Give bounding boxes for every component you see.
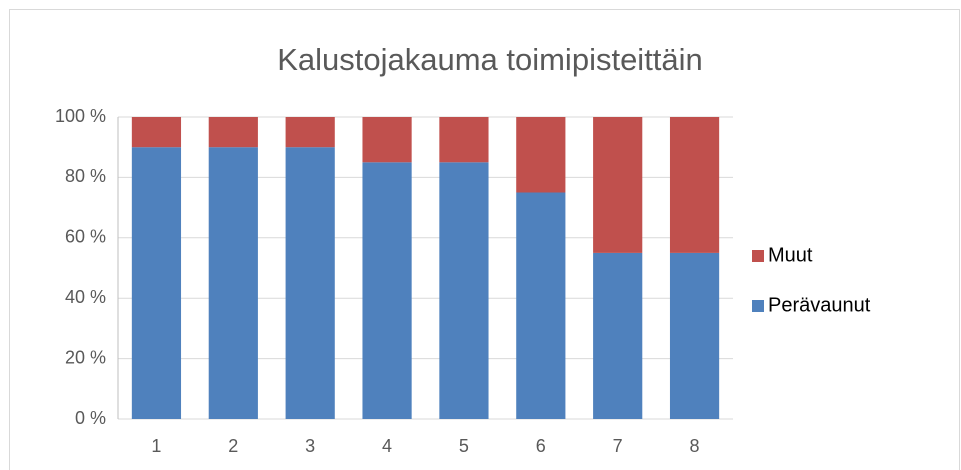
- bar-segment: [362, 117, 412, 163]
- bar-segment: [285, 147, 335, 419]
- bar-segment: [208, 117, 258, 148]
- x-tick-label: 2: [228, 436, 238, 456]
- bar-segment: [439, 117, 489, 163]
- x-tick-label: 7: [613, 436, 623, 456]
- x-tick-label: 6: [536, 436, 546, 456]
- bar-segment: [131, 117, 182, 148]
- bar-segment: [516, 192, 566, 419]
- bar-segment: [362, 162, 412, 420]
- y-tick-label: 40 %: [65, 287, 106, 307]
- y-tick-label: 60 %: [65, 227, 106, 247]
- y-tick-label: 0 %: [75, 408, 106, 428]
- y-tick-label: 20 %: [65, 347, 106, 367]
- legend-swatch: [752, 300, 764, 312]
- legend-label: Muut: [768, 244, 813, 266]
- bar-segment: [285, 117, 335, 148]
- legend-label: Perävaunut: [768, 294, 871, 316]
- x-tick-label: 4: [382, 436, 392, 456]
- chart-title: Kalustojakauma toimipisteittäin: [277, 42, 703, 77]
- bar-segment: [669, 117, 720, 253]
- bar-segment: [131, 147, 182, 419]
- bar-segment: [439, 162, 489, 420]
- bar-segment: [593, 252, 643, 419]
- bar-segment: [208, 147, 258, 419]
- y-tick-label: 80 %: [65, 166, 106, 186]
- bar-segment: [669, 252, 720, 419]
- x-tick-label: 3: [305, 436, 315, 456]
- x-tick-label: 8: [690, 436, 700, 456]
- chart-border: [9, 9, 960, 470]
- legend-swatch: [752, 250, 764, 262]
- x-tick-label: 5: [459, 436, 469, 456]
- bar-segment: [593, 117, 643, 253]
- bar-segment: [516, 117, 566, 193]
- y-tick-label: 100 %: [55, 106, 106, 126]
- x-tick-label: 1: [151, 436, 161, 456]
